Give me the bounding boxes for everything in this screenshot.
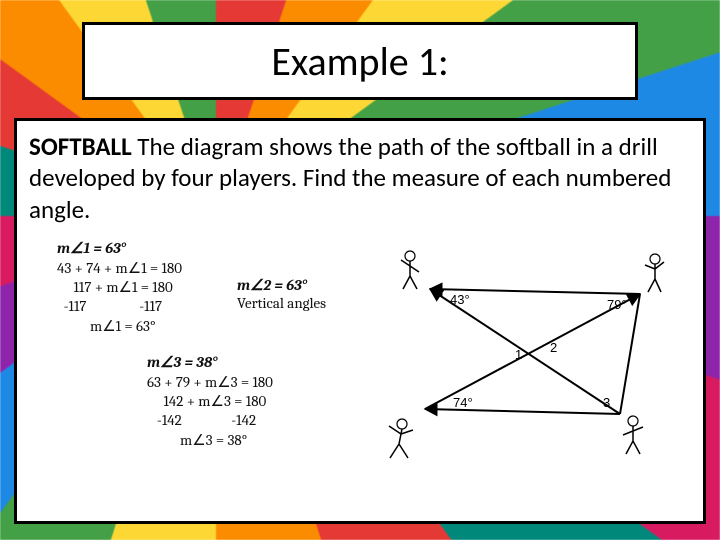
angle-label-79: 79° <box>607 297 627 312</box>
solution-1-header: m∠1 = 63° <box>57 239 182 257</box>
player-icon <box>645 254 664 292</box>
solution-3-line: -142 -142 <box>147 411 273 430</box>
player-icon <box>401 251 419 289</box>
solution-3-line: 142 + m∠3 = 180 <box>147 392 273 411</box>
solution-1-line: 43 + 74 + m∠1 = 180 <box>57 259 182 278</box>
angle-label-3: 3 <box>603 395 610 410</box>
solution-2-header: m∠2 = 63° <box>237 276 326 294</box>
solution-angle-1: m∠1 = 63° 43 + 74 + m∠1 = 180 117 + m∠1 … <box>57 239 182 336</box>
title-box: Example 1: <box>82 22 638 100</box>
content-box: SOFTBALL The diagram shows the path of t… <box>14 118 706 524</box>
solution-3-header: m∠3 = 38° <box>147 353 273 371</box>
problem-statement: SOFTBALL The diagram shows the path of t… <box>29 131 691 225</box>
angle-label-2: 2 <box>550 340 557 355</box>
solution-1-line: 117 + m∠1 = 180 <box>57 278 182 297</box>
angle-label-1: 1 <box>515 347 522 362</box>
solution-3-line: 63 + 79 + m∠3 = 180 <box>147 373 273 392</box>
solution-angle-3: m∠3 = 38° 63 + 79 + m∠3 = 180 142 + m∠3 … <box>147 353 273 450</box>
solution-2-sub: Vertical angles <box>237 294 326 312</box>
problem-lead: SOFTBALL <box>29 131 132 162</box>
solution-1-line: m∠1 = 63° <box>57 317 182 336</box>
solution-1-line: -117 -117 <box>57 297 182 316</box>
player-icon <box>389 419 413 458</box>
angle-label-43: 43° <box>450 292 470 307</box>
angle-label-74: 74° <box>453 395 473 410</box>
softball-diagram: 43° 79° 74° 1 2 3 <box>355 239 685 489</box>
title-text: Example 1: <box>271 37 448 86</box>
solution-3-line: m∠3 = 38° <box>147 431 273 450</box>
solution-angle-2: m∠2 = 63° Vertical angles <box>237 276 326 312</box>
player-icon <box>623 416 643 454</box>
